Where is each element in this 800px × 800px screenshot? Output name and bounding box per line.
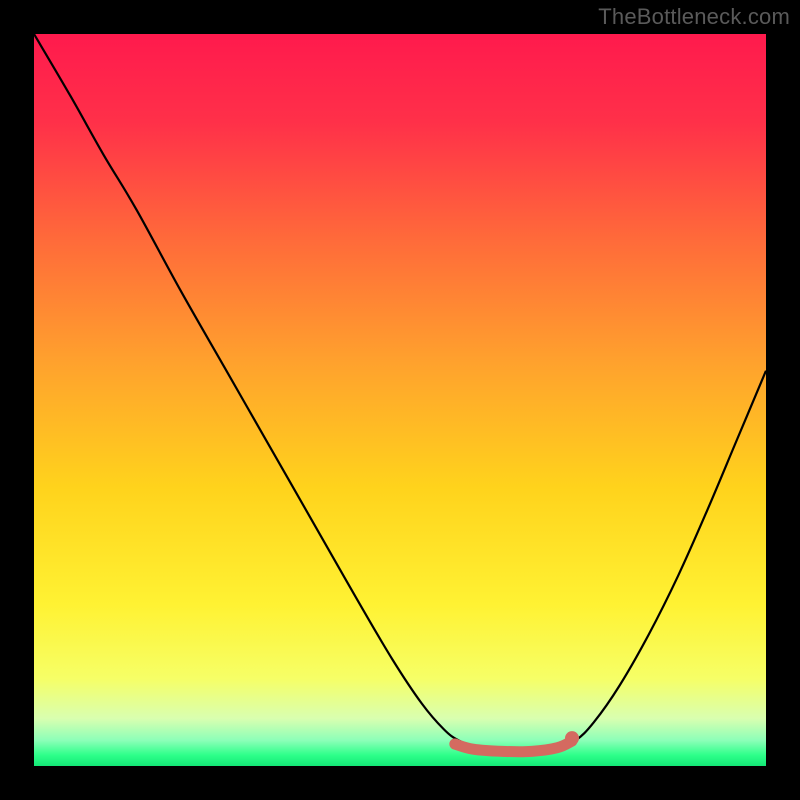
plot-svg: [34, 34, 766, 766]
watermark-text: TheBottleneck.com: [598, 4, 790, 30]
plot-area: [34, 34, 766, 766]
page-root: TheBottleneck.com: [0, 0, 800, 800]
gradient-background: [34, 34, 766, 766]
optimal-range-start-dot: [449, 739, 460, 750]
optimal-range-end-dot: [565, 731, 579, 745]
